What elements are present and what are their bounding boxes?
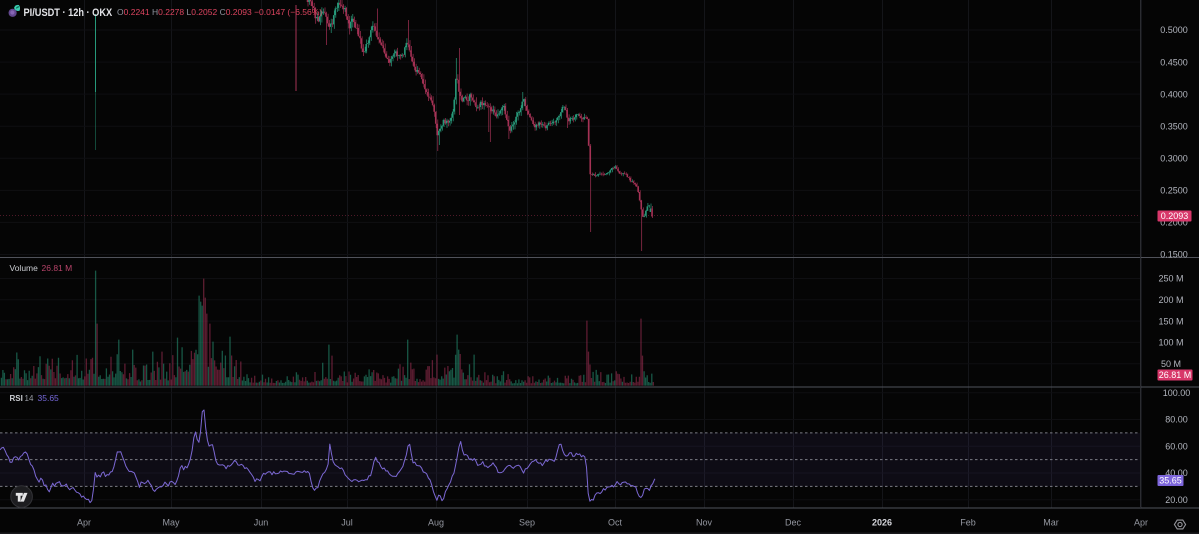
svg-text:0.4000: 0.4000 [1160,89,1188,99]
svg-text:50 M: 50 M [1161,359,1181,369]
svg-text:14: 14 [25,394,34,403]
svg-text:0.4500: 0.4500 [1160,57,1188,67]
svg-text:Jun: Jun [254,518,269,528]
svg-text:0.2500: 0.2500 [1160,186,1188,196]
svg-text:100.00: 100.00 [1163,388,1191,398]
svg-text:0.2000: 0.2000 [1160,218,1188,228]
svg-text:Volume: Volume [10,263,39,273]
svg-text:80.00: 80.00 [1165,415,1188,425]
svg-text:60.00: 60.00 [1165,442,1188,452]
svg-text:150 M: 150 M [1158,316,1183,326]
svg-text:Jul: Jul [341,518,353,528]
svg-text:20.00: 20.00 [1165,495,1188,505]
svg-text:O0.2241 H0.2278 L0.2052 C0.209: O0.2241 H0.2278 L0.2052 C0.2093 −0.0147 … [117,7,322,17]
svg-text:200 M: 200 M [1158,295,1183,305]
svg-text:0.5000: 0.5000 [1160,25,1188,35]
svg-text:35.65: 35.65 [38,393,60,403]
svg-text:Sep: Sep [519,518,535,528]
svg-text:250 M: 250 M [1158,274,1183,284]
svg-text:2026: 2026 [872,518,892,528]
svg-text:Mar: Mar [1043,518,1059,528]
svg-text:0.3500: 0.3500 [1160,121,1188,131]
svg-text:35.65: 35.65 [1159,476,1182,486]
svg-text:0.3000: 0.3000 [1160,154,1188,164]
svg-text:Oct: Oct [608,518,623,528]
svg-text:Apr: Apr [1134,518,1148,528]
svg-text:Dec: Dec [785,518,802,528]
svg-text:RSI: RSI [10,394,23,403]
svg-text:Nov: Nov [696,518,713,528]
svg-text:May: May [162,518,180,528]
svg-text:26.81 M: 26.81 M [1159,370,1192,380]
svg-text:0.1500: 0.1500 [1160,250,1188,260]
svg-text:0.2093: 0.2093 [1161,211,1189,221]
svg-text:26.81 M: 26.81 M [42,263,73,273]
svg-text:Apr: Apr [77,518,91,528]
svg-text:Feb: Feb [960,518,976,528]
svg-text:40.00: 40.00 [1165,468,1188,478]
svg-text:PI/USDT · 12h · OKX: PI/USDT · 12h · OKX [24,7,113,19]
svg-text:Aug: Aug [428,518,444,528]
svg-text:100 M: 100 M [1158,338,1183,348]
